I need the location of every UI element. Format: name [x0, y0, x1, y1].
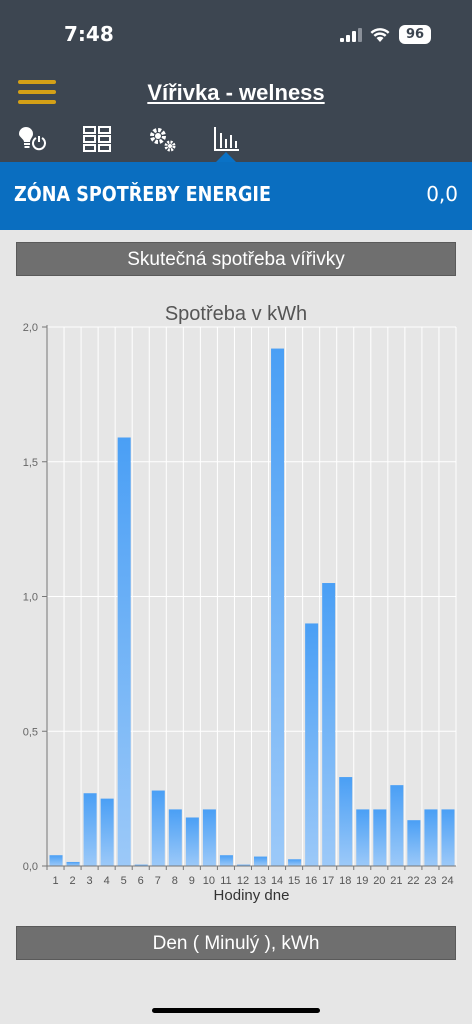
x-tick-label: 12 [237, 875, 249, 887]
bar-hour-23 [424, 809, 438, 866]
wifi-icon [370, 28, 390, 42]
x-tick-label: 8 [172, 875, 178, 887]
x-tick-label: 19 [356, 875, 368, 887]
x-tick-label: 6 [138, 875, 144, 887]
y-tick-label: 0,0 [23, 861, 38, 873]
x-tick-label: 15 [288, 875, 300, 887]
bar-hour-10 [202, 809, 216, 866]
x-tick-label: 22 [407, 875, 419, 887]
bar-hour-5 [117, 437, 131, 866]
tab-bar [0, 118, 472, 162]
tab-settings[interactable] [145, 122, 179, 156]
x-tick-label: 23 [424, 875, 436, 887]
x-tick-label: 7 [155, 875, 161, 887]
y-tick-label: 0,5 [23, 726, 38, 738]
x-tick-label: 20 [373, 875, 385, 887]
page-title[interactable]: Vířivka - welness [147, 80, 325, 105]
x-tick-label: 14 [271, 875, 283, 887]
bar-hour-17 [322, 583, 336, 866]
tab-chart[interactable] [209, 122, 243, 156]
y-tick-label: 1,5 [23, 457, 38, 469]
bar-hour-4 [100, 798, 114, 866]
battery-indicator: 96 [399, 25, 431, 44]
bar-hour-1 [49, 855, 63, 866]
grid-icon [83, 126, 111, 152]
x-tick-label: 13 [254, 875, 266, 887]
bar-hour-9 [185, 817, 199, 866]
bar-hour-6 [134, 864, 148, 866]
status-bar: 7:48 96 [0, 0, 472, 70]
bar-hour-19 [356, 809, 370, 866]
bar-hour-20 [373, 809, 387, 866]
x-axis-label: Hodiny dne [214, 887, 290, 904]
bar-hour-15 [288, 859, 302, 866]
y-tick-label: 1,0 [23, 592, 38, 604]
bar-hour-12 [236, 864, 250, 866]
bar-hour-3 [83, 793, 97, 866]
bar-hour-13 [254, 856, 268, 866]
x-tick-label: 18 [339, 875, 351, 887]
x-tick-label: 17 [322, 875, 334, 887]
x-tick-label: 2 [70, 875, 76, 887]
actual-consumption-button[interactable]: Skutečná spotřeba vířivky [16, 242, 456, 276]
tab-grid[interactable] [80, 122, 114, 156]
cellular-signal-icon [340, 28, 362, 42]
bar-hour-7 [151, 790, 165, 866]
hamburger-menu-icon[interactable] [18, 80, 56, 104]
bar-hour-2 [66, 861, 80, 866]
bar-hour-11 [219, 855, 233, 866]
y-tick-label: 2,0 [23, 322, 38, 334]
bulb-power-icon [19, 127, 46, 151]
bar-hour-14 [271, 348, 285, 866]
bar-hour-22 [407, 820, 421, 866]
x-tick-label: 5 [121, 875, 127, 887]
x-tick-label: 24 [441, 875, 453, 887]
chart-title: Spotřeba v kWh [165, 303, 307, 325]
zone-banner: ZÓNA SPOTŘEBY ENERGIE 0,0 [0, 162, 472, 230]
x-tick-label: 16 [305, 875, 317, 887]
bar-hour-21 [390, 785, 404, 866]
x-tick-label: 21 [390, 875, 402, 887]
home-indicator [152, 1008, 320, 1013]
x-tick-label: 9 [189, 875, 195, 887]
x-tick-label: 4 [104, 875, 110, 887]
bar-hour-24 [441, 809, 455, 866]
bar-hour-16 [305, 623, 319, 866]
active-tab-indicator [216, 152, 236, 162]
zone-title: ZÓNA SPOTŘEBY ENERGIE [14, 182, 271, 206]
x-tick-label: 1 [52, 875, 58, 887]
x-tick-label: 10 [203, 875, 215, 887]
period-selector-button[interactable]: Den ( Minulý ), kWh [16, 926, 456, 960]
gears-icon [150, 128, 176, 152]
x-tick-label: 3 [87, 875, 93, 887]
app-header [0, 70, 472, 118]
bar-chart-icon [214, 127, 239, 151]
x-tick-label: 11 [220, 875, 231, 887]
tab-lights[interactable] [14, 122, 48, 156]
bar-hour-8 [168, 809, 182, 866]
bar-hour-18 [339, 777, 353, 866]
status-time: 7:48 [64, 22, 114, 46]
zone-value: 0,0 [426, 182, 458, 206]
